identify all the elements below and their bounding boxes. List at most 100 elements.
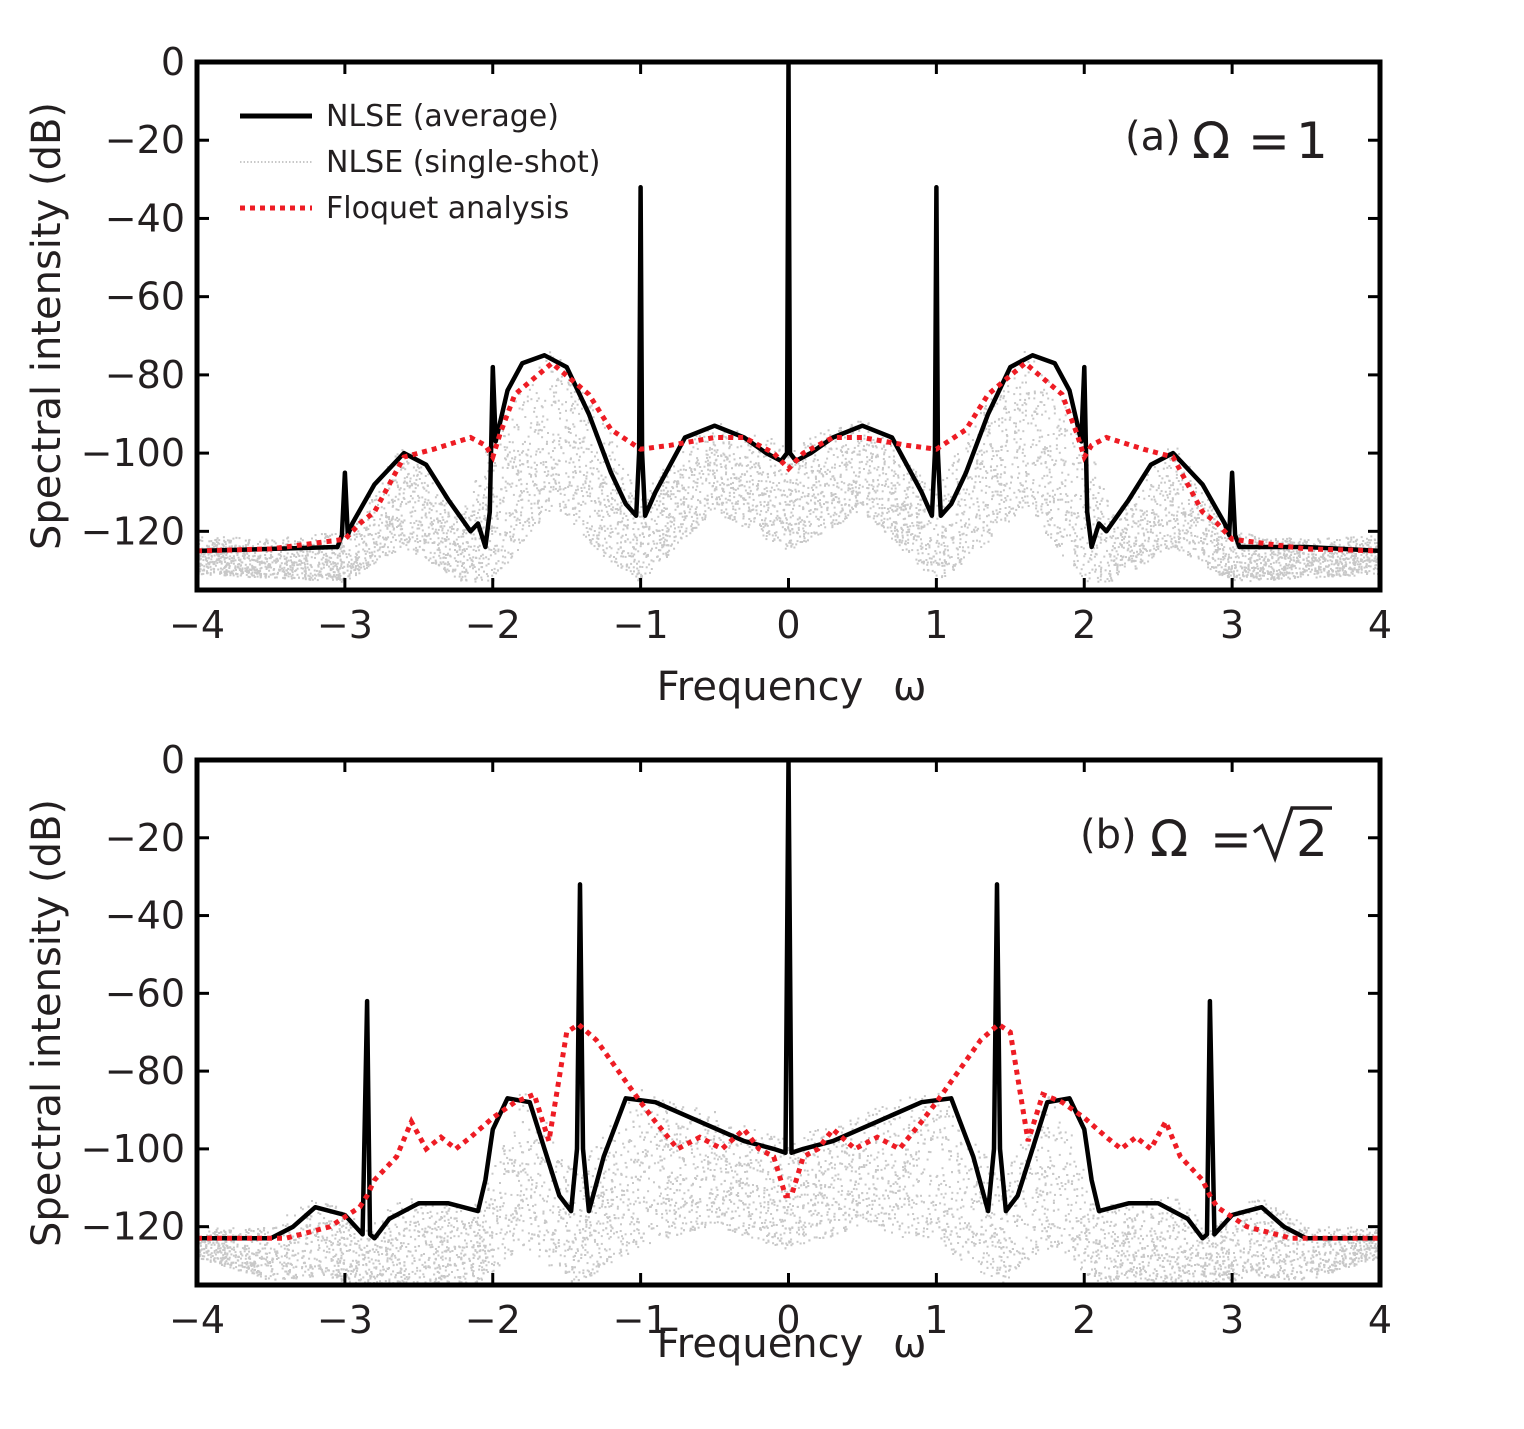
single-shot-point bbox=[920, 527, 923, 530]
single-shot-point bbox=[538, 423, 541, 426]
single-shot-point bbox=[228, 565, 231, 568]
single-shot-point bbox=[1251, 567, 1254, 569]
single-shot-point bbox=[1178, 453, 1181, 455]
single-shot-point bbox=[876, 489, 879, 492]
single-shot-point bbox=[812, 489, 814, 491]
single-shot-point bbox=[278, 569, 281, 572]
single-shot-point bbox=[331, 552, 334, 555]
single-shot-point bbox=[368, 510, 371, 513]
single-shot-point bbox=[1064, 447, 1067, 449]
single-shot-point bbox=[880, 514, 883, 517]
single-shot-point bbox=[919, 508, 922, 511]
single-shot-point bbox=[528, 521, 531, 524]
single-shot-point bbox=[1103, 538, 1106, 541]
single-shot-point bbox=[769, 490, 772, 493]
single-shot-point bbox=[766, 473, 769, 476]
single-shot-point bbox=[673, 547, 676, 550]
single-shot-point bbox=[1096, 546, 1099, 549]
single-shot-point bbox=[446, 520, 449, 523]
single-shot-point bbox=[672, 481, 675, 484]
single-shot-point bbox=[471, 560, 474, 563]
single-shot-point bbox=[802, 442, 805, 445]
single-shot-point bbox=[1302, 567, 1305, 570]
single-shot-point bbox=[641, 515, 643, 518]
single-shot-point bbox=[578, 510, 581, 513]
single-shot-point bbox=[427, 541, 430, 544]
single-shot-point bbox=[469, 565, 471, 568]
single-shot-point bbox=[470, 532, 473, 535]
single-shot-point bbox=[504, 556, 507, 559]
single-shot-point bbox=[1058, 527, 1061, 530]
single-shot-point bbox=[269, 563, 271, 566]
single-shot-point bbox=[234, 566, 237, 569]
single-shot-point bbox=[748, 480, 751, 483]
single-shot-point bbox=[894, 539, 897, 541]
single-shot-point bbox=[673, 472, 676, 474]
single-shot-point bbox=[1287, 564, 1289, 567]
single-shot-point bbox=[696, 481, 699, 484]
single-shot-point bbox=[430, 521, 433, 523]
single-shot-point bbox=[1241, 549, 1244, 551]
single-shot-point bbox=[429, 501, 432, 504]
single-shot-point bbox=[1016, 403, 1019, 406]
single-shot-point bbox=[871, 453, 874, 456]
single-shot-point bbox=[240, 564, 242, 567]
single-shot-point bbox=[224, 570, 227, 573]
single-shot-point bbox=[1045, 512, 1048, 515]
single-shot-point bbox=[586, 429, 589, 431]
single-shot-point bbox=[1064, 428, 1067, 431]
single-shot-point bbox=[966, 450, 969, 453]
single-shot-point bbox=[608, 555, 611, 558]
single-shot-point bbox=[766, 532, 769, 534]
single-shot-point bbox=[609, 531, 612, 534]
single-shot-point bbox=[490, 549, 493, 551]
single-shot-point bbox=[403, 477, 406, 480]
single-shot-point bbox=[1145, 479, 1148, 482]
single-shot-point bbox=[832, 514, 835, 517]
single-shot-point bbox=[630, 500, 633, 503]
single-shot-point bbox=[855, 496, 857, 499]
single-shot-point bbox=[383, 493, 385, 496]
single-shot-point bbox=[279, 568, 282, 571]
single-shot-point bbox=[735, 501, 738, 504]
single-shot-point bbox=[890, 444, 893, 447]
single-shot-point bbox=[385, 512, 387, 515]
single-shot-point bbox=[454, 549, 456, 551]
single-shot-point bbox=[1196, 535, 1199, 538]
single-shot-point bbox=[231, 557, 234, 559]
single-shot-point bbox=[542, 463, 545, 466]
single-shot-point bbox=[1259, 577, 1262, 580]
single-shot-point bbox=[596, 548, 599, 551]
single-shot-point bbox=[507, 561, 510, 564]
single-shot-point bbox=[616, 523, 619, 526]
single-shot-point bbox=[996, 473, 999, 476]
single-shot-point bbox=[973, 529, 976, 532]
single-shot-point bbox=[1278, 569, 1281, 571]
single-shot-point bbox=[373, 499, 376, 502]
single-shot-point bbox=[214, 564, 217, 567]
single-shot-point bbox=[1068, 523, 1071, 526]
single-shot-point bbox=[528, 493, 531, 496]
single-shot-point bbox=[244, 563, 247, 566]
single-shot-point bbox=[1283, 557, 1286, 560]
single-shot-point bbox=[1297, 576, 1299, 579]
single-shot-point bbox=[832, 497, 835, 500]
single-shot-point bbox=[615, 511, 618, 514]
single-shot-point bbox=[303, 557, 306, 560]
single-shot-point bbox=[912, 538, 915, 541]
single-shot-point bbox=[765, 486, 768, 489]
single-shot-point bbox=[1327, 575, 1330, 578]
single-shot-point bbox=[320, 533, 323, 536]
single-shot-point bbox=[896, 505, 899, 508]
single-shot-point bbox=[762, 526, 765, 529]
single-shot-point bbox=[615, 557, 618, 560]
single-shot-point bbox=[485, 573, 488, 575]
single-shot-point bbox=[1079, 498, 1082, 501]
single-shot-point bbox=[620, 566, 623, 569]
single-shot-point bbox=[601, 485, 604, 488]
single-shot-point bbox=[765, 538, 768, 541]
single-shot-point bbox=[1170, 540, 1173, 543]
single-shot-point bbox=[442, 518, 445, 521]
single-shot-point bbox=[1302, 542, 1305, 545]
single-shot-point bbox=[779, 489, 782, 492]
